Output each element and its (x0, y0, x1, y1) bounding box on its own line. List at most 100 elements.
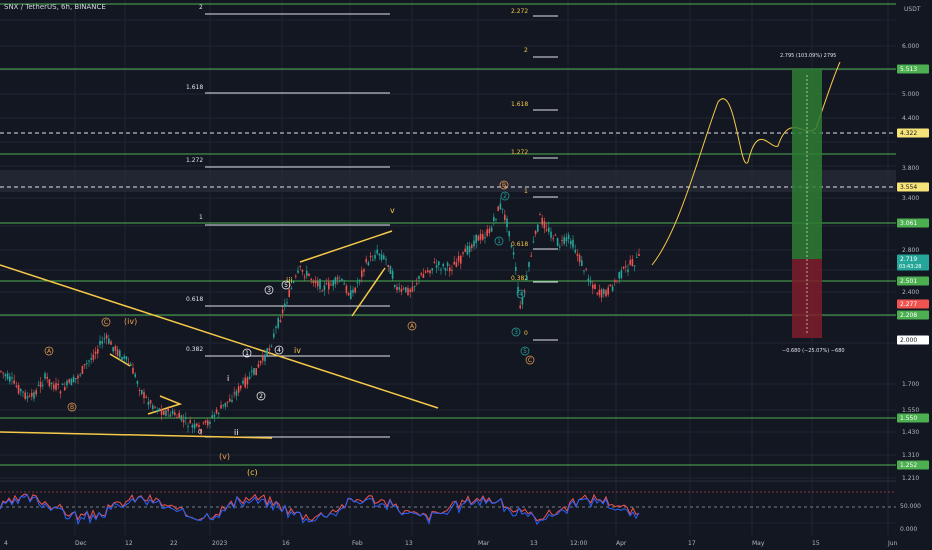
candle-body (163, 410, 165, 415)
candle-body (462, 252, 464, 254)
candle-body (171, 410, 174, 414)
candle-body (479, 233, 482, 240)
candle-body (72, 376, 75, 383)
time-tick: 12 (125, 540, 133, 547)
candle-body (418, 275, 420, 279)
candle-body (356, 282, 359, 284)
candle-body (233, 392, 235, 394)
candle-body (160, 409, 163, 415)
candle-body (33, 392, 35, 399)
candle-body (222, 404, 224, 406)
candle-body (125, 356, 128, 360)
candle-body (585, 268, 587, 270)
candle-body (380, 254, 383, 260)
candle-body (187, 426, 189, 428)
candle-body (332, 280, 334, 286)
candle-body (385, 259, 387, 261)
candle-body (24, 392, 26, 400)
candle-body (136, 381, 139, 384)
candle-body (154, 406, 156, 408)
price-marker (897, 128, 929, 138)
candle-body (42, 384, 44, 386)
price-tick: 5.000 (902, 91, 919, 98)
candle-body (457, 255, 460, 262)
wave-b-2: B (502, 182, 506, 189)
price-marker-label: 1.252 (900, 462, 917, 469)
candle-body (400, 288, 403, 292)
candle-body (303, 276, 306, 278)
fib-left-1618: 1.618 (186, 84, 203, 91)
price-tick: 2.800 (902, 247, 919, 254)
long-position-tool[interactable]: 2.795 (103.09%) 2795 −0.680 (−25.07%) −6… (780, 53, 845, 354)
candle-body (455, 262, 458, 267)
candle-body (198, 425, 200, 428)
candle-body (376, 249, 378, 254)
candle-body (616, 280, 618, 282)
candle-body (583, 270, 585, 272)
candle-body (541, 217, 543, 225)
candle-body (464, 248, 466, 252)
candle-body (387, 264, 389, 267)
time-tick: 4 (4, 540, 8, 547)
rsi-pane (0, 480, 896, 526)
candle-body (493, 216, 495, 221)
wave-i: i (227, 374, 229, 383)
wave-c-paren: (c) (247, 468, 258, 477)
fib-right-1: 1 (524, 188, 528, 195)
price-axis[interactable]: 6.000 5.000 4.400 3.800 3.400 2.800 2.400 1.700… (896, 0, 932, 550)
time-axis[interactable]: 4 Dec 12 22 2023 16 Feb 13 Mar 13 12:00 Apr 17 May 15 J… (0, 535, 932, 550)
candle-body (178, 412, 180, 418)
candle-body (519, 305, 521, 309)
candle-body (504, 214, 506, 221)
price-tick: 3.400 (902, 195, 919, 202)
candle-body (13, 380, 15, 384)
candle-body (451, 269, 453, 271)
candle-body (138, 389, 141, 391)
price-marker-countdown: 03:43:28 (899, 264, 921, 270)
wave-2-circled-b: 2 (503, 193, 507, 200)
candle-body (625, 266, 627, 268)
candle-body (614, 280, 616, 282)
candle-body (605, 290, 607, 297)
time-tick: Apr (616, 540, 627, 547)
price-tick: 3.800 (902, 165, 919, 172)
candle-body (4, 374, 7, 377)
wave-5-circled-b: 5 (523, 348, 527, 355)
fib-left-2: 2 (199, 4, 203, 11)
candle-body (350, 290, 352, 300)
candle-body (325, 283, 328, 285)
candle-body (235, 391, 238, 396)
candle-body (530, 255, 532, 257)
candle-body (262, 355, 264, 361)
candle-body (323, 285, 326, 291)
candle-body (59, 391, 62, 394)
wave-iv-paren: (iv) (124, 317, 137, 326)
price-tick: 2.400 (902, 289, 919, 296)
fib-left-0618: 0.618 (186, 296, 203, 303)
time-tick: 12:00 (570, 540, 587, 547)
candle-body (28, 395, 31, 397)
candle-body (354, 287, 356, 293)
candle-body (108, 338, 110, 344)
candle-body (224, 402, 227, 407)
candle-body (77, 375, 79, 379)
wave-b-1: B (70, 404, 74, 411)
wave-3-circled: 3 (267, 287, 271, 294)
wave-1-circled: 1 (245, 350, 249, 357)
candle-body (543, 221, 546, 229)
candle-body (240, 385, 242, 389)
abc-labels: A B C A B C (44, 180, 535, 412)
fib-right-0618: 0.618 (511, 241, 528, 248)
candle-body (268, 348, 271, 351)
fib-right-1618: 1.618 (511, 101, 528, 108)
candle-body (372, 259, 374, 261)
candle-body (209, 421, 211, 424)
wave-4-circled: 4 (277, 347, 281, 354)
candle-body (358, 279, 361, 281)
candle-body (248, 376, 251, 380)
target-label: 2.795 (103.09%) 2795 (780, 53, 836, 59)
candle-body (453, 261, 455, 265)
fib-right-1272: 1.272 (511, 149, 528, 156)
candle-body (213, 414, 216, 417)
